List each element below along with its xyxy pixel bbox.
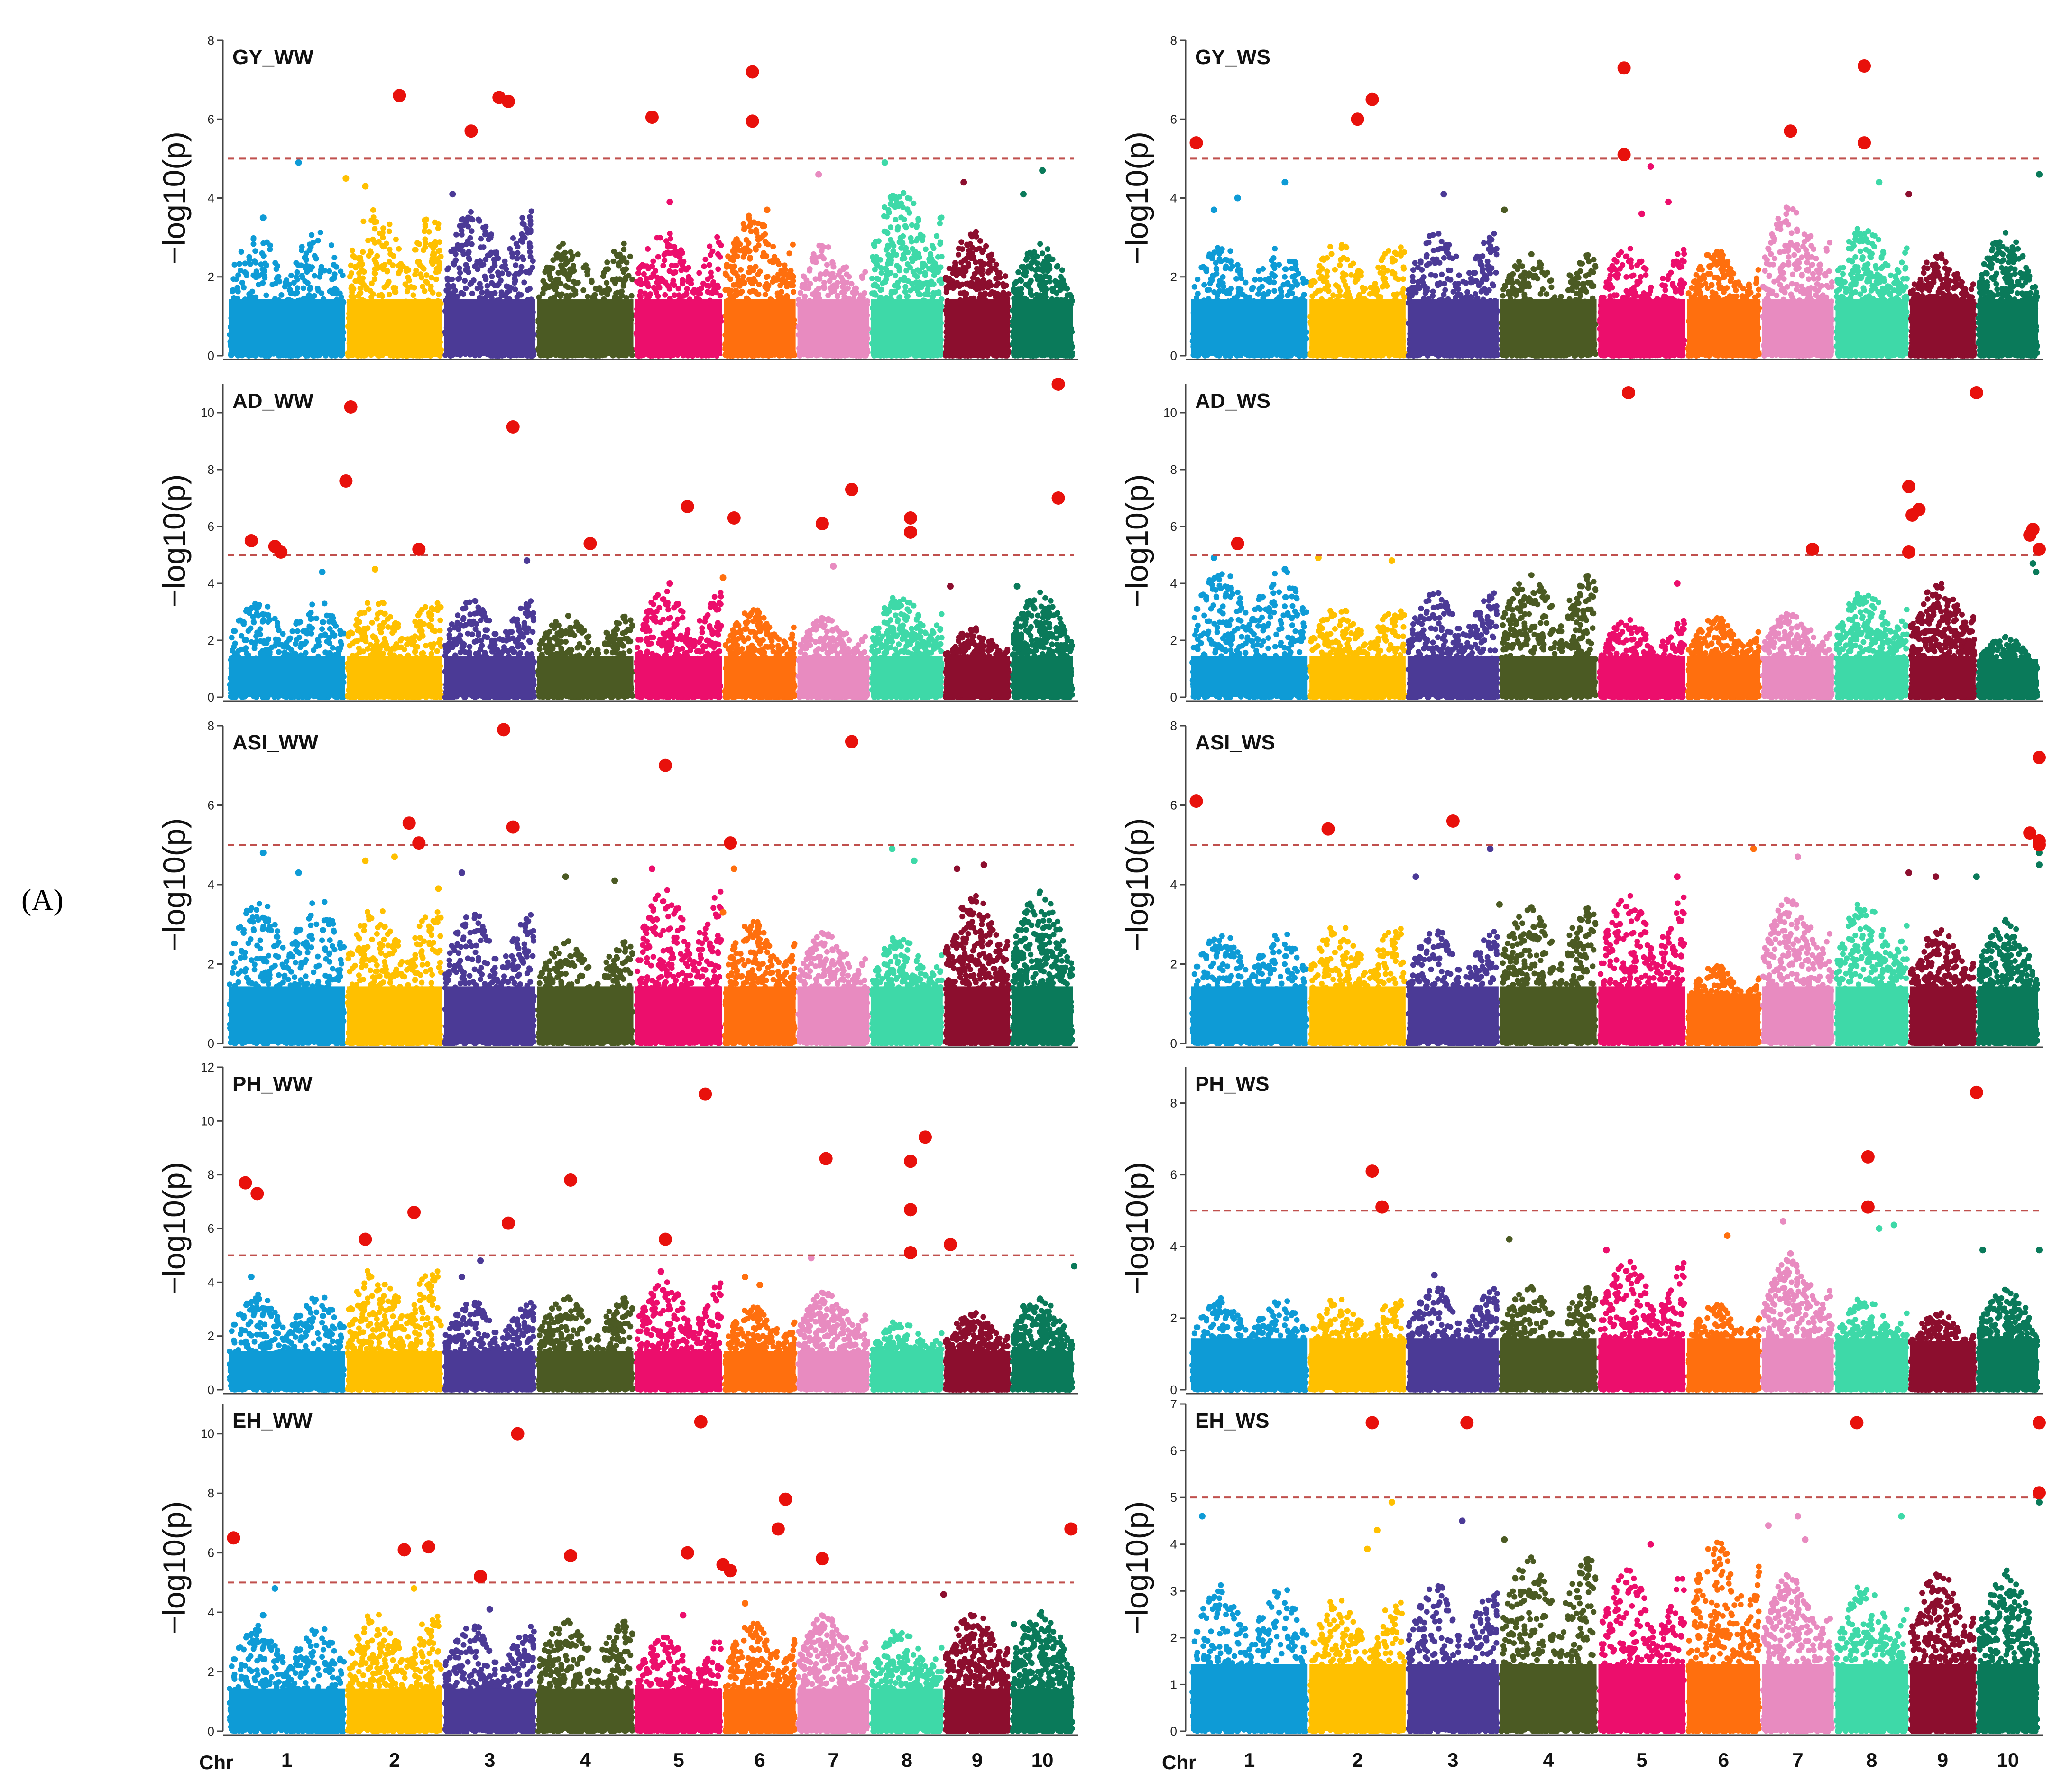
snp-point	[295, 290, 300, 296]
snp-point	[329, 242, 334, 248]
snp-point	[252, 248, 258, 254]
snp-point	[338, 268, 343, 274]
snp-point	[253, 260, 258, 266]
snp-point	[288, 273, 294, 278]
y-tick-label: 8	[208, 33, 214, 47]
snp-point	[237, 261, 242, 267]
snp-point	[262, 273, 267, 279]
snp-point	[276, 274, 281, 279]
y-tick-label: 4	[208, 191, 214, 205]
snp-point	[331, 255, 337, 260]
snp-point	[319, 264, 324, 270]
snp-point	[327, 288, 333, 294]
snp-point	[312, 253, 318, 259]
snp-point	[317, 274, 322, 280]
y-axis-label: −log10(p)	[156, 131, 192, 265]
chr-2-snps	[345, 207, 444, 359]
y-tick-label: 0	[208, 349, 214, 363]
snp-point	[274, 266, 279, 272]
snp-point	[372, 226, 377, 231]
snp-point	[305, 280, 311, 286]
snp-point	[248, 261, 253, 267]
snp-point	[267, 247, 273, 252]
snp-point	[315, 238, 321, 243]
snp-point	[304, 269, 310, 275]
snp-point	[246, 254, 252, 260]
snp-point	[230, 287, 236, 293]
snp-point	[315, 288, 321, 294]
snp-point	[301, 286, 306, 291]
snp-point	[239, 249, 244, 255]
snp-point	[278, 292, 284, 298]
snp-point	[251, 235, 257, 241]
snp-point	[308, 244, 314, 250]
snp-point	[300, 275, 305, 281]
snp-point	[291, 280, 297, 286]
panel-GY_WW: 0 2 4 6 8 −log10(p) GY_WW	[156, 33, 1078, 363]
snp-point	[337, 291, 343, 296]
snp-point	[299, 248, 304, 253]
snp-point	[284, 277, 289, 283]
snp-point	[251, 241, 257, 247]
snp-point	[287, 286, 293, 292]
snp-density	[229, 299, 345, 356]
manhattan-figure: 02468−log10(p)GY_WW02468−log10(p)GY_WS02…	[0, 0, 2071, 1792]
snp-point	[264, 240, 270, 245]
snp-point	[387, 292, 392, 297]
snp-point	[318, 230, 323, 235]
snp-point	[306, 264, 312, 269]
snp-point	[295, 262, 301, 268]
snp-point	[426, 229, 432, 235]
snp-point	[256, 273, 262, 279]
snp-point	[309, 232, 314, 238]
snp-point	[433, 277, 439, 282]
y-tick-label: 2	[208, 270, 214, 284]
snp-point	[272, 260, 278, 266]
snp-point	[360, 249, 366, 255]
snp-point	[239, 280, 245, 286]
snp-point	[232, 262, 238, 268]
chr-1-snps	[227, 230, 347, 359]
snp-point	[331, 275, 337, 280]
panel-title: GY_WW	[232, 46, 314, 69]
snp-point	[303, 254, 308, 259]
snp-point	[244, 273, 249, 278]
snp-point	[261, 253, 267, 259]
snp-point	[263, 263, 269, 268]
snp-point	[312, 273, 317, 279]
snp-point	[235, 272, 241, 278]
snp-point	[295, 269, 300, 275]
snp-point	[242, 260, 248, 266]
snp-point	[331, 262, 337, 268]
snp-point	[260, 280, 266, 286]
snp-point	[263, 293, 269, 298]
snp-point	[241, 285, 247, 290]
snp-point	[258, 261, 264, 267]
y-tick-label: 6	[208, 112, 214, 126]
snp-point	[294, 274, 299, 280]
snp-point	[269, 282, 275, 287]
